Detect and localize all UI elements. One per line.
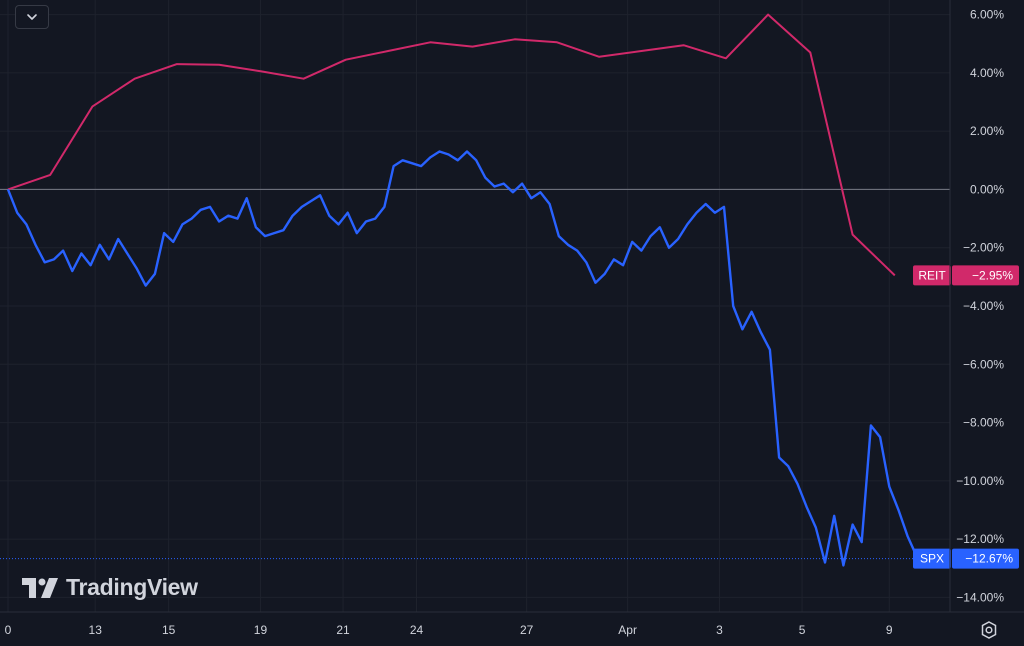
time-axis[interactable]: 0 13 15 19 21 24 27 Apr 3 5 9 — [5, 623, 893, 637]
price-axis[interactable]: 6.00% 4.00% 2.00% 0.00% −2.00% −4.00% −6.00% −8… — [956, 8, 1004, 605]
y-tick-label: 4.00% — [970, 66, 1004, 80]
y-tick-label: −10.00% — [956, 474, 1004, 488]
x-tick-label: 15 — [162, 623, 176, 637]
x-tick-label: 9 — [886, 623, 893, 637]
y-tick-label: −4.00% — [963, 299, 1004, 313]
x-tick-label: 0 — [5, 623, 12, 637]
x-tick-label: 27 — [520, 623, 534, 637]
y-tick-label: −8.00% — [963, 416, 1004, 430]
spx-series-line — [6, 150, 927, 567]
series-badges: REIT −2.95% SPX −12.67% — [913, 265, 1019, 569]
spx-badge: SPX −12.67% — [913, 548, 1019, 569]
series-name-label: REIT — [918, 268, 946, 282]
x-tick-label: 24 — [410, 623, 424, 637]
logo-text: TradingView — [66, 574, 198, 600]
tradingview-logo-icon — [22, 577, 58, 598]
x-tick-label: 3 — [716, 623, 723, 637]
reit-series-line — [7, 13, 896, 277]
x-tick-label: Apr — [618, 623, 637, 637]
y-tick-label: −14.00% — [956, 590, 1004, 604]
series-last-value-label: −2.95% — [972, 268, 1013, 282]
chevron-down-icon — [27, 14, 37, 20]
y-tick-label: 6.00% — [970, 8, 1004, 22]
x-tick-label: 19 — [254, 623, 268, 637]
collapse-button[interactable] — [15, 5, 49, 29]
y-tick-label: −6.00% — [963, 357, 1004, 371]
series-name-label: SPX — [920, 552, 944, 566]
y-tick-label: −12.00% — [956, 532, 1004, 546]
reit-badge: REIT −2.95% — [913, 265, 1019, 286]
series-last-value-label: −12.67% — [965, 552, 1013, 566]
y-tick-label: 2.00% — [970, 124, 1004, 138]
settings-gear-icon[interactable] — [978, 620, 1000, 640]
x-tick-label: 5 — [799, 623, 806, 637]
x-tick-label: 21 — [336, 623, 350, 637]
y-tick-label: −2.00% — [963, 241, 1004, 255]
x-tick-label: 13 — [89, 623, 103, 637]
tradingview-logo: TradingView — [22, 574, 198, 601]
grid-lines — [0, 0, 950, 612]
y-tick-label: 0.00% — [970, 182, 1004, 196]
